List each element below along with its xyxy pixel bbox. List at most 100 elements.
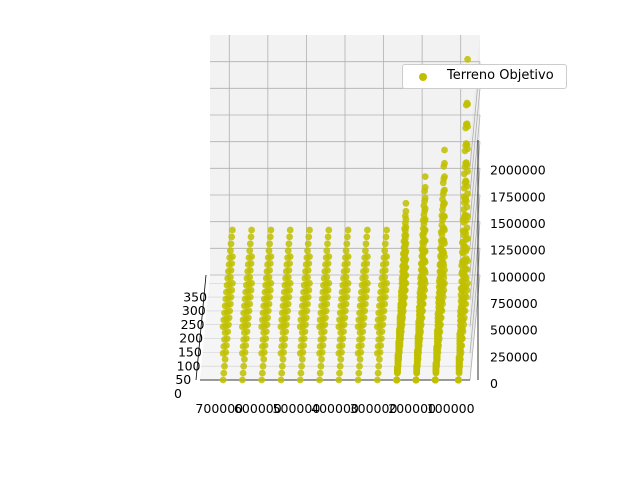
data-points xyxy=(219,55,471,384)
data-point xyxy=(399,268,406,275)
data-point xyxy=(462,101,470,109)
data-point xyxy=(354,376,362,384)
data-point xyxy=(394,364,401,371)
x-tick-label: 600000 xyxy=(234,401,282,416)
data-point xyxy=(417,274,424,282)
data-point xyxy=(421,173,429,181)
data-point xyxy=(320,281,327,289)
data-point xyxy=(338,288,346,296)
data-point xyxy=(259,369,266,377)
data-point xyxy=(413,347,421,355)
data-point xyxy=(239,343,247,350)
data-point xyxy=(335,376,343,384)
data-point xyxy=(438,221,446,229)
data-point xyxy=(433,343,440,351)
data-point xyxy=(355,343,363,350)
data-point xyxy=(264,261,271,268)
data-point xyxy=(304,240,312,248)
data-point xyxy=(375,309,383,317)
data-point xyxy=(374,376,381,384)
data-point xyxy=(355,369,363,377)
data-point xyxy=(279,302,287,310)
data-point xyxy=(341,261,349,268)
data-point xyxy=(223,288,230,296)
data-point xyxy=(417,266,425,274)
data-point xyxy=(322,261,329,268)
data-point xyxy=(266,233,274,241)
data-point xyxy=(318,355,325,363)
data-point xyxy=(419,216,427,224)
data-point xyxy=(299,295,307,303)
data-point xyxy=(335,349,343,357)
data-point xyxy=(397,288,405,295)
data-point xyxy=(398,275,406,283)
data-point xyxy=(342,247,350,255)
data-point xyxy=(316,376,323,384)
data-point xyxy=(286,226,294,234)
data-point xyxy=(439,179,447,187)
data-point xyxy=(418,245,426,253)
y-axis-line xyxy=(195,274,207,381)
data-point xyxy=(226,254,234,261)
data-point xyxy=(245,254,253,261)
data-point xyxy=(395,326,403,333)
z-side-gridline xyxy=(469,114,481,221)
data-point xyxy=(241,295,249,303)
data-point xyxy=(225,268,232,275)
data-point xyxy=(381,247,389,255)
data-point xyxy=(431,376,439,384)
data-point xyxy=(360,268,367,275)
data-point xyxy=(439,190,447,198)
data-point xyxy=(319,288,327,296)
data-point xyxy=(457,297,465,305)
data-point xyxy=(259,316,266,324)
data-point xyxy=(433,327,441,335)
z-tick-label: 500000 xyxy=(490,323,538,338)
data-point xyxy=(420,202,428,210)
legend-marker xyxy=(419,73,427,81)
data-point xyxy=(461,147,469,155)
data-point xyxy=(437,228,445,236)
y-tick-label: 100 xyxy=(177,358,201,373)
z-tick-label: 0 xyxy=(490,376,498,391)
data-point xyxy=(382,233,390,241)
data-point xyxy=(320,274,328,282)
x-tick-label: 400000 xyxy=(311,401,359,416)
data-point xyxy=(278,316,286,324)
data-point xyxy=(266,240,273,248)
data-point xyxy=(306,226,313,234)
data-point xyxy=(278,336,286,343)
data-point xyxy=(227,240,235,248)
z-tick-label: 1250000 xyxy=(490,243,546,258)
data-point xyxy=(278,369,286,377)
data-point xyxy=(374,369,382,377)
data-point xyxy=(305,233,313,241)
data-point xyxy=(362,247,369,255)
data-point xyxy=(324,233,332,241)
data-point xyxy=(460,184,468,192)
data-point xyxy=(459,216,467,224)
data-point xyxy=(343,240,351,248)
data-point xyxy=(435,283,443,291)
data-point xyxy=(301,274,309,282)
data-point xyxy=(260,355,268,363)
data-point xyxy=(379,268,387,275)
data-point xyxy=(419,231,426,239)
data-point xyxy=(246,240,254,248)
data-point xyxy=(336,343,343,350)
data-point xyxy=(260,295,268,303)
data-point xyxy=(401,212,409,220)
data-point xyxy=(420,211,428,219)
data-point xyxy=(344,226,352,234)
x-tick-label: 300000 xyxy=(350,401,398,416)
data-point xyxy=(267,226,275,234)
data-point xyxy=(298,329,306,336)
data-point xyxy=(379,261,387,268)
data-point xyxy=(340,268,348,275)
data-point xyxy=(318,329,325,336)
data-point xyxy=(277,323,285,331)
data-point xyxy=(377,288,385,296)
data-point xyxy=(416,289,424,297)
data-point xyxy=(303,254,311,261)
data-point xyxy=(296,349,304,357)
